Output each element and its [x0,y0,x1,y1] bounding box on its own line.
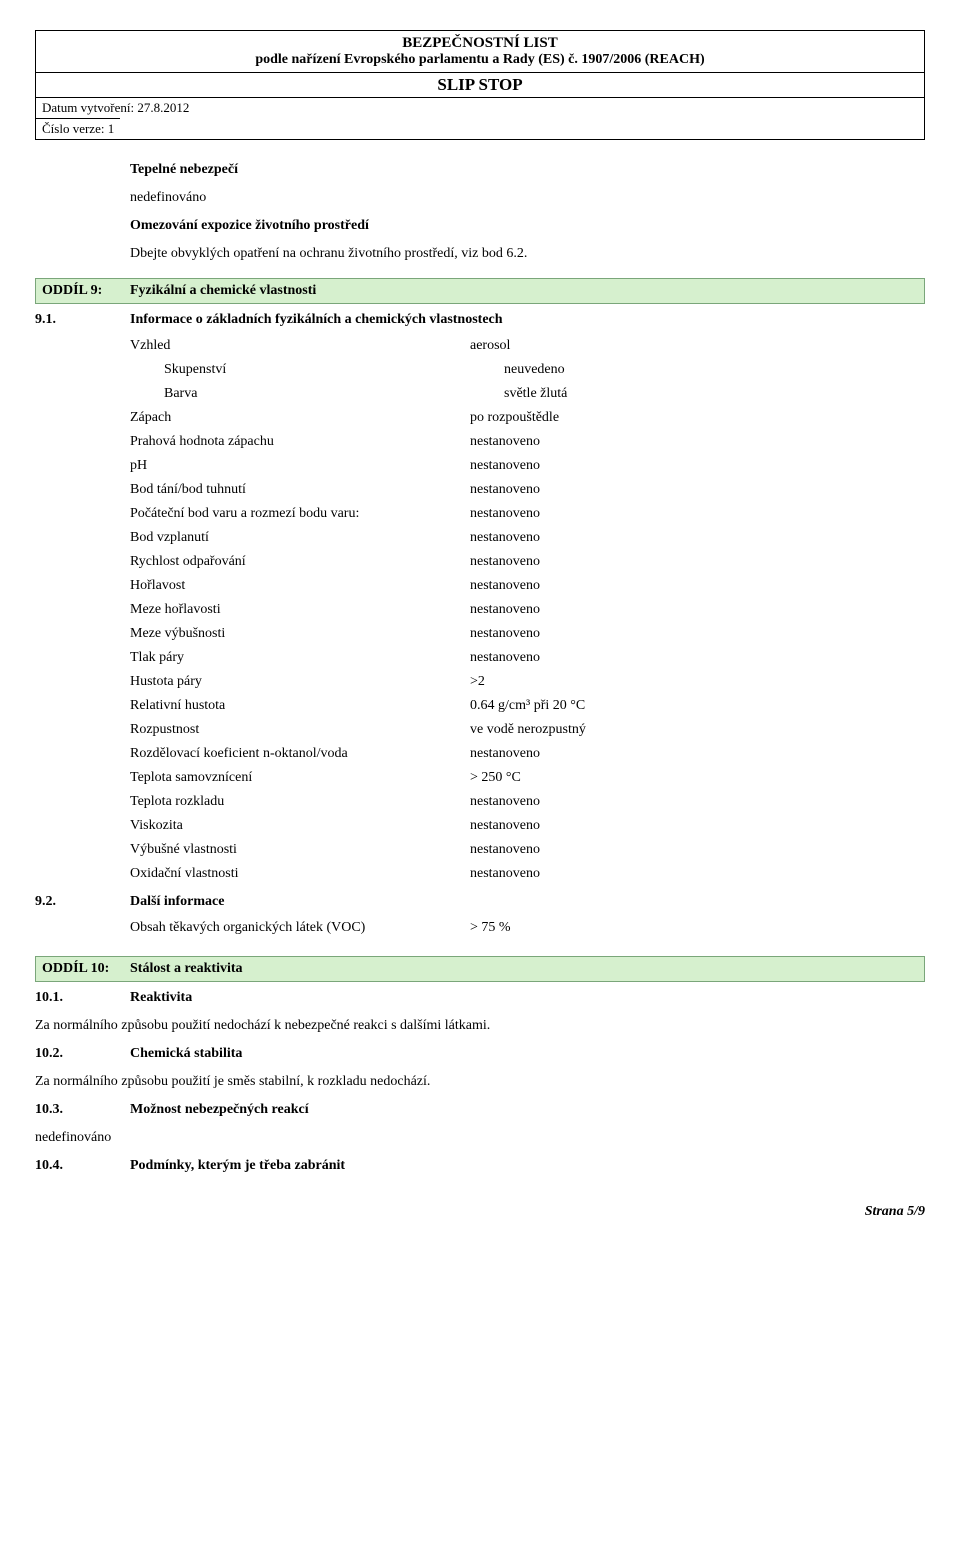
doc-subtitle: podle nařízení Evropského parlamentu a R… [36,52,924,68]
subsection-num: 10.3. [35,1102,130,1118]
property-label: Hustota páry [130,674,470,690]
subsection-num: 10.2. [35,1046,130,1062]
sub-9-1-num: 9.1. [35,312,130,328]
property-value: nestanoveno [470,746,925,762]
property-label: Tlak páry [130,650,470,666]
subsection-num: 10.4. [35,1158,130,1174]
property-value: nestanoveno [470,794,925,810]
exposure-title: Omezování expozice životního prostředí [130,218,925,234]
property-label: Počáteční bod varu a rozmezí bodu varu: [130,506,470,522]
property-label: Rozpustnost [130,722,470,738]
property-label: Bod vzplanutí [130,530,470,546]
property-label: Oxidační vlastnosti [130,866,470,882]
property-label: Prahová hodnota zápachu [130,434,470,450]
property-value: nestanoveno [470,482,925,498]
section-10-num: ODDÍL 10: [42,961,130,977]
page-footer: Strana 5/9 [35,1204,925,1220]
property-label: Bod tání/bod tuhnutí [130,482,470,498]
property-value: >2 [470,674,925,690]
sub-9-1-title: Informace o základních fyzikálních a che… [130,312,503,328]
subsection-num: 10.1. [35,990,130,1006]
property-value: aerosol [470,338,925,354]
section-9-header: ODDÍL 9: Fyzikální a chemické vlastnosti [35,278,925,304]
property-label: Rozdělovací koeficient n-oktanol/voda [130,746,470,762]
sub-9-2-title: Další informace [130,894,224,910]
property-label: Výbušné vlastnosti [130,842,470,858]
thermal-hazard-value: nedefinováno [130,190,925,206]
subsection-title: Chemická stabilita [130,1046,242,1062]
property-value: > 250 °C [470,770,925,786]
property-label: Meze výbušnosti [130,626,470,642]
properties-table: Vzhledaerosol SkupenstvíneuvedenoBarvasvě… [130,334,925,886]
subsection-title: Možnost nebezpečných reakcí [130,1102,309,1118]
property-label: Hořlavost [130,578,470,594]
property-value: nestanoveno [470,578,925,594]
property-value: ve vodě nerozpustný [470,722,925,738]
subsection-title: Reaktivita [130,990,192,1006]
property-label: pH [130,458,470,474]
property-value: po rozpouštědle [470,410,925,426]
document-header: BEZPEČNOSTNÍ LIST podle nařízení Evropsk… [35,30,925,140]
property-label: Rychlost odpařování [130,554,470,570]
subsection-text: Za normálního způsobu použití nedochází … [35,1018,925,1034]
property-value: neuvedeno [504,362,925,378]
property-value: světle žlutá [504,386,925,402]
property-value: nestanoveno [470,530,925,546]
property-value: nestanoveno [470,626,925,642]
version-number: Číslo verze: 1 [36,118,120,139]
property-label: Viskozita [130,818,470,834]
sub-9-2-num: 9.2. [35,894,130,910]
thermal-hazard-title: Tepelné nebezpečí [130,162,925,178]
property-value: nestanoveno [470,602,925,618]
property-label: Vzhled [130,338,470,354]
property-value: nestanoveno [470,866,925,882]
doc-title: BEZPEČNOSTNÍ LIST [36,35,924,52]
property-value: nestanoveno [470,554,925,570]
property-label: Teplota rozkladu [130,794,470,810]
property-label: Meze hořlavosti [130,602,470,618]
subsection-title: Podmínky, kterým je třeba zabránit [130,1158,345,1174]
property-label: Zápach [130,410,470,426]
product-name: SLIP STOP [36,73,924,98]
property-value: 0.64 g/cm³ při 20 °C [470,698,925,714]
property-label: Teplota samovznícení [130,770,470,786]
property-label: Barva [130,386,504,402]
property-value: nestanoveno [470,842,925,858]
property-label: Skupenství [130,362,504,378]
property-label: Relativní hustota [130,698,470,714]
property-value: nestanoveno [470,434,925,450]
section-9-num: ODDÍL 9: [42,283,130,299]
subsection-text: Za normálního způsobu použití je směs st… [35,1074,925,1090]
property-value: nestanoveno [470,650,925,666]
voc-value: > 75 % [470,920,925,936]
property-value: nestanoveno [470,458,925,474]
section-10-title: Stálost a reaktivita [130,961,243,977]
property-value: nestanoveno [470,506,925,522]
voc-label: Obsah těkavých organických látek (VOC) [130,920,470,936]
property-value: nestanoveno [470,818,925,834]
section-10-header: ODDÍL 10: Stálost a reaktivita [35,956,925,982]
subsection-text: nedefinováno [35,1130,925,1146]
creation-date: Datum vytvoření: 27.8.2012 [36,98,195,118]
section-9-title: Fyzikální a chemické vlastnosti [130,283,316,299]
exposure-text: Dbejte obvyklých opatření na ochranu živ… [130,246,925,262]
